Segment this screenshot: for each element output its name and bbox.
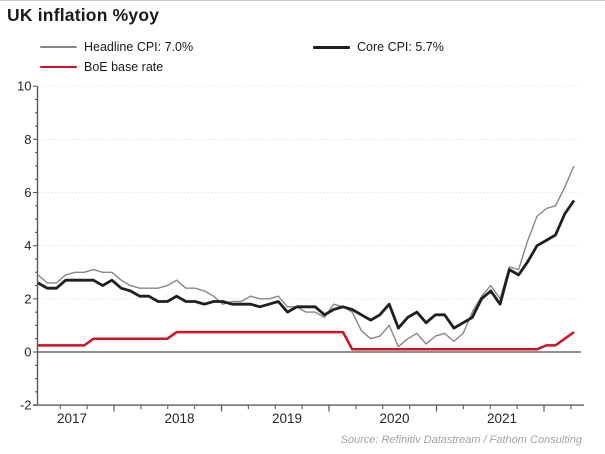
svg-text:2021: 2021 bbox=[487, 411, 517, 426]
svg-text:2017: 2017 bbox=[57, 411, 87, 426]
core-cpi-line-swatch-icon bbox=[313, 45, 350, 49]
headline-cpi-line-swatch-icon bbox=[40, 46, 77, 48]
legend-item-core-cpi: Core CPI: 5.7% bbox=[313, 40, 444, 54]
svg-text:10: 10 bbox=[17, 79, 31, 94]
source-attribution: Source: Refinitiv Datastream / Fathom Co… bbox=[340, 434, 583, 446]
svg-text:4: 4 bbox=[24, 238, 31, 253]
series-line bbox=[37, 199, 576, 330]
legend-item-headline-cpi: Headline CPI: 7.0% bbox=[40, 40, 193, 54]
boe-base-rate-line-swatch-icon bbox=[40, 65, 77, 69]
svg-text:-2: -2 bbox=[20, 398, 32, 413]
svg-text:6: 6 bbox=[24, 185, 31, 200]
svg-text:0: 0 bbox=[24, 345, 31, 360]
series-line bbox=[38, 330, 575, 351]
svg-text:2018: 2018 bbox=[164, 411, 194, 426]
svg-text:2: 2 bbox=[24, 291, 31, 306]
chart-title: UK inflation %yoy bbox=[7, 5, 160, 25]
svg-text:8: 8 bbox=[24, 132, 31, 147]
legend-label-headline-cpi: Headline CPI: 7.0% bbox=[84, 40, 194, 54]
svg-text:2020: 2020 bbox=[379, 411, 409, 426]
legend-label-boe-base-rate: BoE base rate bbox=[84, 60, 164, 74]
legend-item-boe-base-rate: BoE base rate bbox=[40, 60, 163, 74]
legend-label-core-cpi: Core CPI: 5.7% bbox=[357, 40, 444, 54]
svg-text:2019: 2019 bbox=[272, 411, 302, 426]
series-line bbox=[37, 165, 575, 348]
